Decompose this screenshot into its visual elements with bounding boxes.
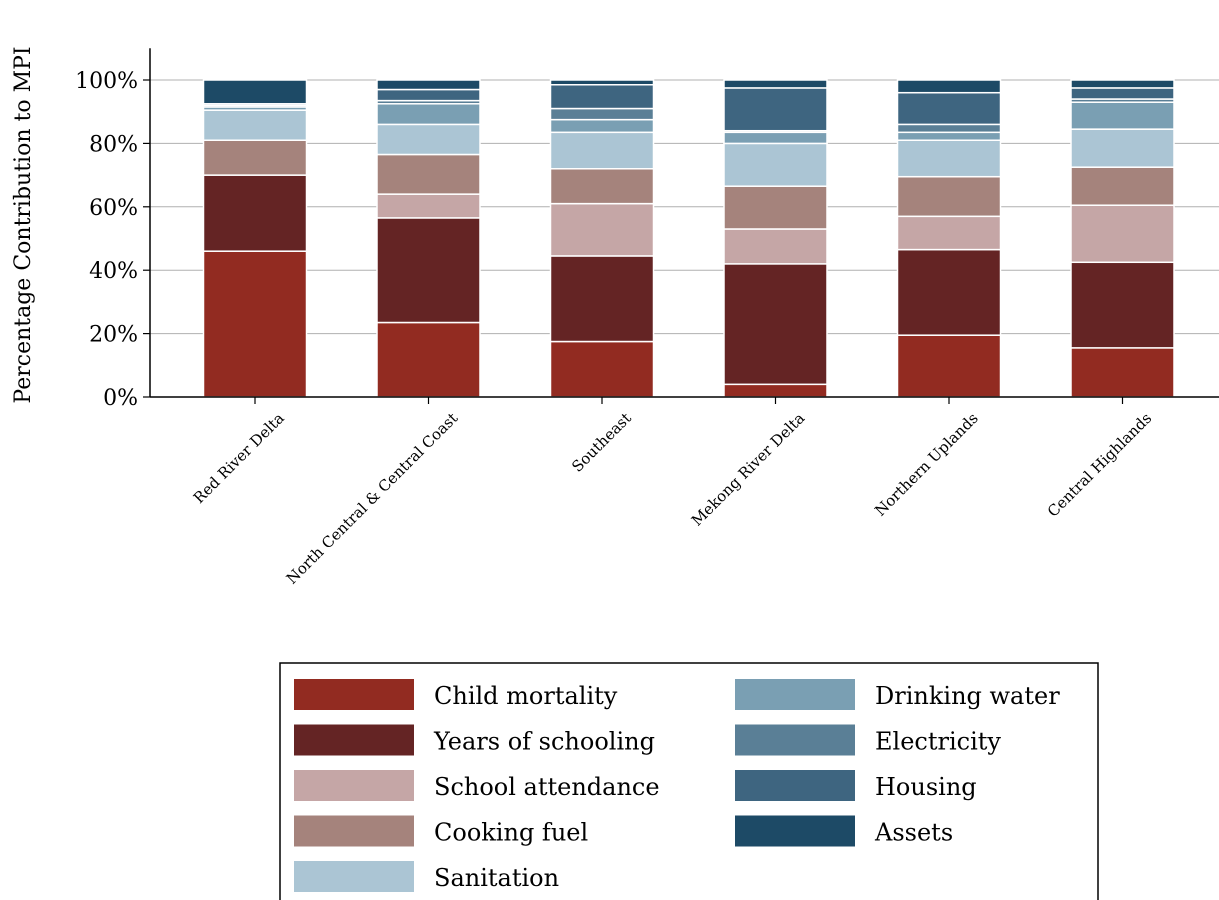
bar-segment-cooking-fuel [549, 168, 655, 205]
bars [202, 79, 1175, 398]
bar-segment-drinking-water [549, 118, 655, 134]
legend-swatch-electricity [735, 724, 855, 756]
bar-segment-years-of-schooling [549, 255, 655, 343]
legend-items: Child mortality Years of schooling School … [294, 679, 1060, 892]
legend: Child mortality Years of schooling School … [279, 662, 1099, 900]
bar-segment-housing [376, 88, 481, 102]
bar-segment-years-of-schooling [376, 217, 481, 324]
bar-segment-assets [896, 79, 1002, 94]
legend-label: Housing [875, 773, 977, 801]
bar-segment-child-mortality [376, 321, 481, 398]
legend-swatch-drinking-water [735, 679, 855, 710]
legend-label: Years of schooling [433, 728, 655, 756]
bar-segment-sanitation [896, 139, 1002, 178]
legend-label: Sanitation [434, 864, 559, 892]
x-tick-label: Central Highlands [1044, 409, 1155, 520]
bar-segment-years-of-schooling [1070, 261, 1175, 349]
bar-segment-child-mortality [896, 334, 1002, 398]
bar-segment-sanitation [723, 142, 828, 187]
legend-label: School attendance [434, 773, 660, 801]
legend-swatch-sanitation [294, 861, 414, 892]
legend-label: Cooking fuel [434, 819, 588, 847]
bar-segment-school-attendance [1070, 204, 1175, 264]
y-tick-label: 40% [89, 259, 138, 284]
bar-segment-school-attendance [723, 228, 828, 265]
y-tick-label: 20% [89, 323, 138, 348]
bar-segment-sanitation [549, 131, 655, 170]
legend-swatch-assets [735, 815, 855, 847]
bar-segment-child-mortality [1070, 347, 1175, 398]
legend-label: Electricity [875, 728, 1001, 756]
bar-segment-electricity [896, 123, 1002, 134]
x-tick-label: North Central & Central Coast [283, 409, 462, 588]
bar-stack-mekong-river-delta [723, 79, 828, 398]
bar-segment-drinking-water [723, 131, 828, 145]
bar-segment-housing [549, 84, 655, 110]
legend-label: Drinking water [875, 682, 1060, 710]
y-tick-label: 100% [75, 69, 138, 94]
bar-segment-assets [549, 79, 655, 86]
legend-swatch-cooking-fuel [294, 815, 414, 847]
legend-swatch-school-attendance [294, 770, 414, 801]
bar-segment-assets [1070, 79, 1175, 89]
bar-segment-housing [723, 87, 828, 132]
legend-swatch-child-mortality [294, 679, 414, 710]
bar-stack-northern-uplands [896, 79, 1002, 398]
bar-segment-assets [376, 79, 481, 91]
axes [149, 48, 1219, 398]
bar-segment-child-mortality [202, 250, 308, 398]
bar-segment-assets [723, 79, 828, 89]
bar-stack-north-central-and-central-coast [376, 79, 481, 398]
bar-segment-housing [896, 91, 1002, 126]
x-tick-label: Northern Uplands [871, 409, 982, 520]
bar-segment-child-mortality [723, 383, 828, 398]
legend-swatch-years-of-schooling [294, 724, 414, 756]
bar-segment-cooking-fuel [376, 153, 481, 195]
bar-segment-cooking-fuel [202, 139, 308, 176]
bar-segment-assets [202, 79, 308, 105]
bar-segment-years-of-schooling [723, 263, 828, 386]
bar-stack-southeast [549, 79, 655, 398]
bar-segment-school-attendance [896, 215, 1002, 251]
bar-segment-drinking-water [376, 103, 481, 126]
bar-segment-cooking-fuel [723, 185, 828, 230]
bar-segment-cooking-fuel [896, 175, 1002, 218]
legend-frame [279, 662, 1099, 900]
x-tick-label: Southeast [568, 409, 635, 476]
bar-segment-child-mortality [549, 340, 655, 398]
bar-segment-sanitation [1070, 128, 1175, 168]
bar-segment-school-attendance [376, 193, 481, 219]
bar-segment-electricity [549, 107, 655, 121]
x-tick-label: Mekong River Delta [688, 409, 809, 530]
legend-label: Assets [874, 819, 953, 847]
bar-segment-years-of-schooling [202, 174, 308, 252]
bar-segment-drinking-water [1070, 101, 1175, 130]
legend-label: Child mortality [434, 682, 618, 710]
bar-segment-drinking-water [896, 131, 1002, 141]
y-tick-label: 0% [103, 386, 138, 411]
y-ticks: 0% 20% 40% 60% 80% 100% [75, 69, 150, 411]
bar-segment-years-of-schooling [896, 248, 1002, 336]
gridlines [150, 79, 1219, 335]
bar-segment-sanitation [202, 109, 308, 141]
bar-segment-cooking-fuel [1070, 166, 1175, 206]
bar-segment-school-attendance [549, 202, 655, 257]
bar-stack-central-highlands [1070, 79, 1175, 398]
bar-segment-sanitation [376, 123, 481, 156]
y-axis-title: Percentage Contribution to MPI [11, 46, 36, 403]
bar-stack-red-river-delta [202, 79, 308, 398]
y-tick-label: 80% [89, 132, 138, 157]
x-tick-label: Red River Delta [190, 409, 288, 507]
bar-segment-housing [1070, 87, 1175, 100]
y-tick-label: 60% [89, 196, 138, 221]
legend-swatch-housing [735, 770, 855, 801]
